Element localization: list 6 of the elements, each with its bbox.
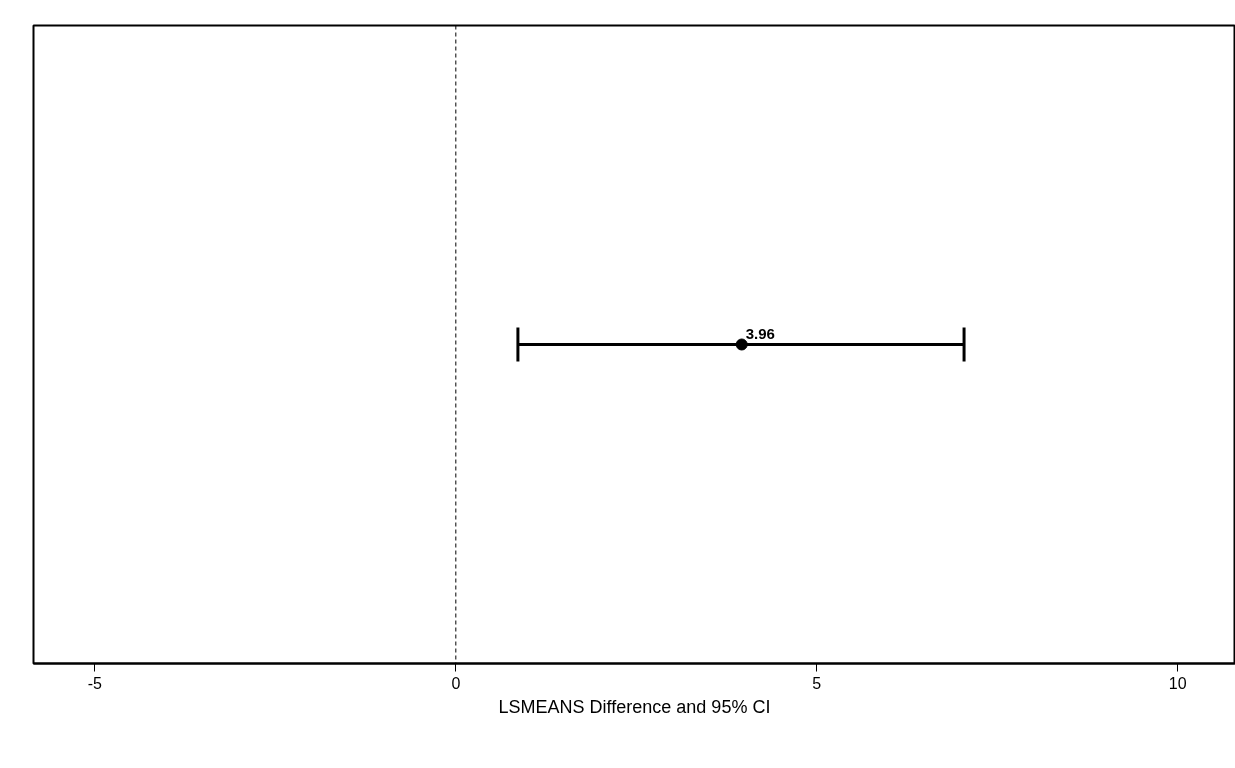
x-tick-label: -5 [87,674,103,692]
x-tick-label: 10 [1168,674,1187,692]
x-tick-label: 0 [451,674,461,692]
x-axis-title: LSMEANS Difference and 95% CI [498,696,771,717]
x-tick-label: 5 [812,674,822,692]
data-label: 3.96 [745,324,775,342]
